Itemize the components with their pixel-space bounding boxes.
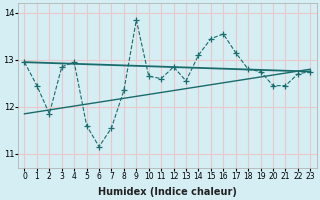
- X-axis label: Humidex (Indice chaleur): Humidex (Indice chaleur): [98, 187, 237, 197]
